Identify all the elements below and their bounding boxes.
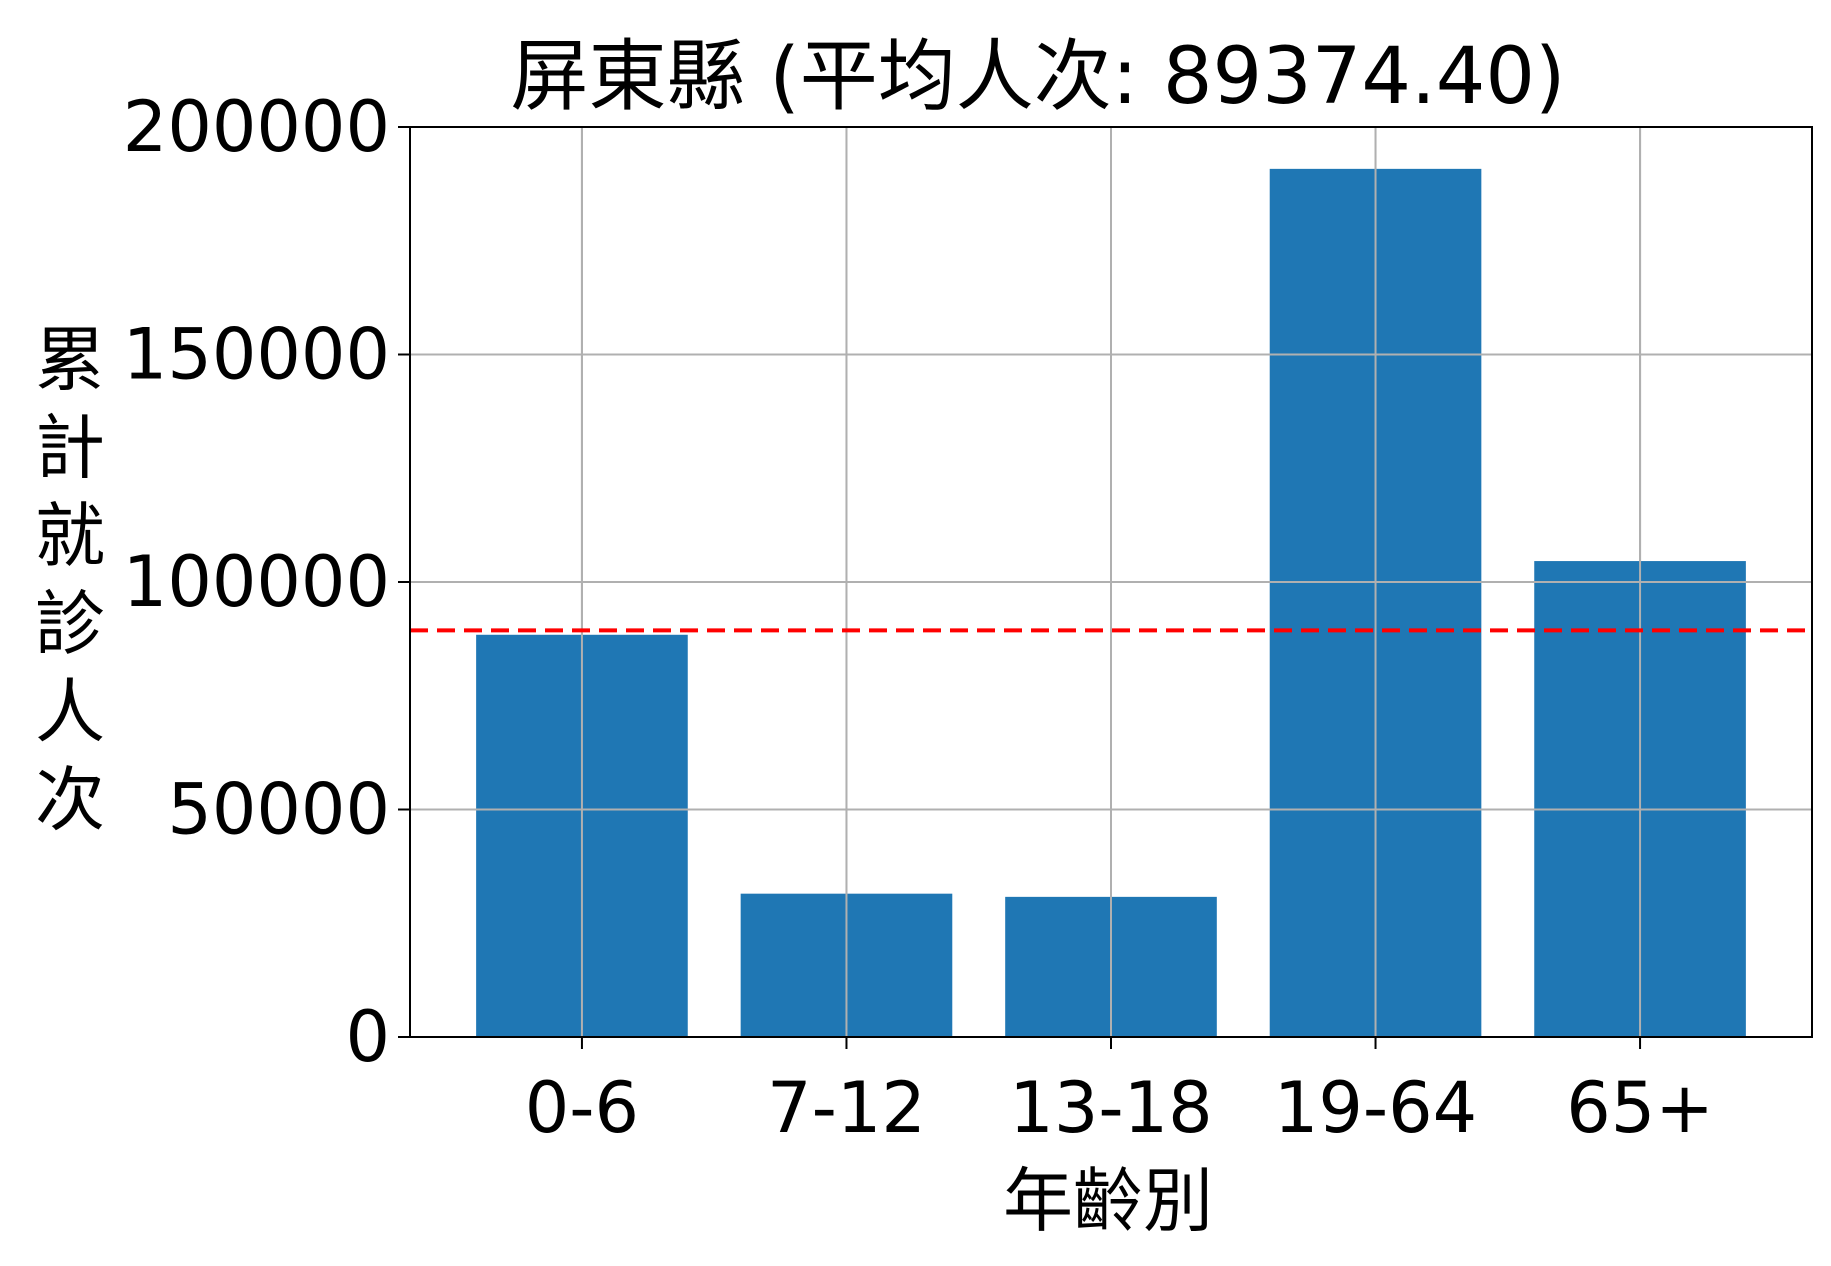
x-tick-label: 13-18 <box>1009 1067 1212 1149</box>
y-axis-label-char: 累 <box>35 319 105 401</box>
y-axis-label-char: 診 <box>35 583 105 665</box>
x-axis-label: 年齡別 <box>1003 1160 1213 1242</box>
x-tick-label: 7-12 <box>767 1067 926 1149</box>
y-axis-label-char: 就 <box>35 495 105 577</box>
y-axis-ticks: 0 50000 100000 150000 200000 <box>123 86 410 1078</box>
x-tick-label: 65+ <box>1566 1067 1714 1149</box>
y-axis-label-char: 次 <box>35 759 105 841</box>
x-axis-ticks: 0-6 7-12 13-18 19-64 65+ <box>525 1037 1714 1149</box>
y-tick-label: 150000 <box>123 314 390 396</box>
y-tick-label: 100000 <box>123 541 390 623</box>
y-tick-label: 200000 <box>123 86 390 168</box>
y-axis-label-char: 人 <box>35 671 105 753</box>
y-axis-label-char: 計 <box>35 407 105 489</box>
y-tick-label: 0 <box>345 996 390 1078</box>
y-tick-label: 50000 <box>167 769 390 851</box>
x-tick-label: 19-64 <box>1274 1067 1477 1149</box>
x-tick-label: 0-6 <box>525 1067 639 1149</box>
chart-title: 屏東縣 (平均人次: 89374.40) <box>511 32 1566 122</box>
